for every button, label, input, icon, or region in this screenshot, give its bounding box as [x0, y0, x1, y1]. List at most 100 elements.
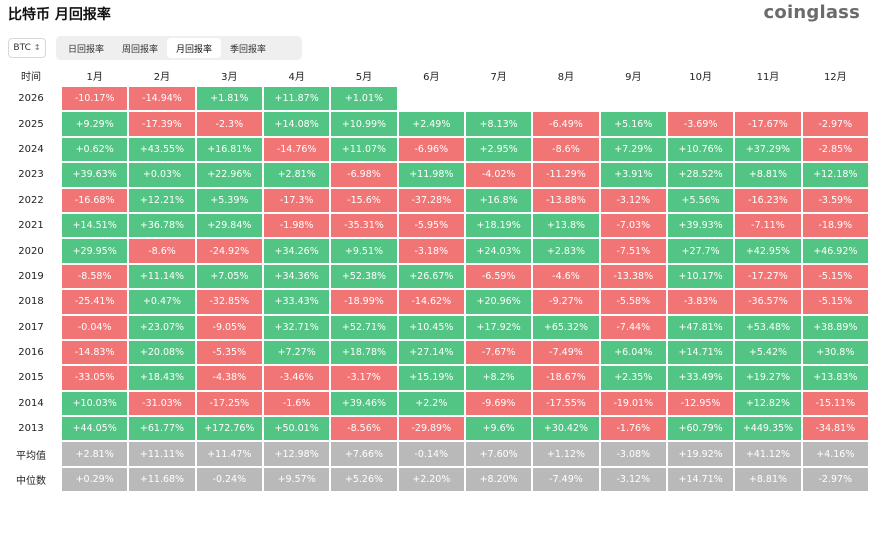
return-cell: +10.17% — [667, 264, 734, 289]
return-cell: -13.88% — [533, 188, 599, 212]
return-cell: +7.29% — [600, 137, 666, 162]
table-row: 2025 +9.29% -17.39% -2.3% +14.08% +10.99% +2.4… — [2, 112, 868, 136]
table-row: 2023 +39.63% +0.03% +22.96% +2.81% -6.98% +11.… — [2, 163, 868, 187]
return-cell: +11.07% — [331, 137, 397, 162]
return-cell: -7.11% — [735, 213, 801, 238]
return-cell: -4.02% — [465, 163, 532, 187]
return-cell — [667, 87, 734, 111]
return-cell — [533, 87, 599, 111]
return-cell: +9.6% — [465, 417, 532, 441]
return-cell: -6.49% — [533, 112, 599, 136]
header-month: 5月 — [331, 65, 397, 85]
return-cell: +60.79% — [667, 417, 734, 441]
period-tabs: 日回报率 周回报率 月回报率 季回报率 — [56, 36, 302, 60]
return-cell: -5.35% — [196, 340, 262, 365]
return-cell: -8.58% — [62, 264, 128, 289]
return-cell: -15.6% — [331, 188, 397, 212]
coin-select[interactable]: BTC ↕ — [8, 38, 46, 58]
return-cell: -18.99% — [331, 290, 397, 314]
return-cell: -7.67% — [465, 340, 532, 365]
summary-cell: -0.24% — [196, 467, 262, 492]
tab-daily-return[interactable]: 日回报率 — [68, 44, 105, 55]
return-cell: +14.51% — [62, 213, 128, 238]
return-cell: +15.19% — [398, 366, 464, 390]
return-cell: +8.2% — [465, 366, 532, 390]
row-year: 2022 — [2, 188, 60, 212]
return-cell: -0.04% — [62, 315, 128, 339]
return-cell: +16.8% — [465, 188, 532, 212]
summary-cell: +1.12% — [533, 442, 599, 466]
return-cell: -3.69% — [667, 112, 734, 136]
return-cell: +8.81% — [735, 163, 801, 187]
coin-select-value: BTC — [13, 43, 31, 53]
summary-label: 平均值 — [2, 442, 60, 466]
return-cell — [465, 87, 532, 111]
return-cell: +18.43% — [129, 366, 195, 390]
header-month: 3月 — [196, 65, 262, 85]
return-cell: +22.96% — [196, 163, 262, 187]
return-cell: +0.47% — [129, 290, 195, 314]
return-cell: +39.46% — [331, 391, 397, 416]
tab-weekly-return[interactable]: 周回报率 — [122, 44, 159, 55]
tab-quarterly-return[interactable]: 季回报率 — [230, 44, 267, 55]
summary-cell: +4.16% — [802, 442, 868, 466]
return-cell: -3.12% — [600, 188, 666, 212]
return-cell: -14.83% — [62, 340, 128, 365]
summary-cell: +41.12% — [735, 442, 801, 466]
return-cell: +12.21% — [129, 188, 195, 212]
return-cell — [600, 87, 666, 111]
table-row: 2017 -0.04% +23.07% -9.05% +32.71% +52.71% +10… — [2, 315, 868, 339]
return-cell: -11.29% — [533, 163, 599, 187]
return-cell: -16.68% — [62, 188, 128, 212]
row-year: 2016 — [2, 340, 60, 365]
return-cell: -3.18% — [398, 239, 464, 263]
header-month: 11月 — [735, 65, 801, 85]
return-cell: -17.67% — [735, 112, 801, 136]
return-cell: -5.58% — [600, 290, 666, 314]
row-year: 2017 — [2, 315, 60, 339]
return-cell: +14.08% — [263, 112, 330, 136]
return-cell: -18.67% — [533, 366, 599, 390]
return-cell: -5.15% — [802, 264, 868, 289]
return-cell: +27.7% — [667, 239, 734, 263]
return-cell: +7.27% — [263, 340, 330, 365]
return-cell: +2.35% — [600, 366, 666, 390]
return-cell: -4.6% — [533, 264, 599, 289]
return-cell: -14.94% — [129, 87, 195, 111]
return-cell: +5.39% — [196, 188, 262, 212]
return-cell: +24.03% — [465, 239, 532, 263]
return-cell: -8.6% — [129, 239, 195, 263]
return-cell: +28.52% — [667, 163, 734, 187]
summary-row: 平均值 +2.81% +11.11% +11.47% +12.98% +7.66% -0.1… — [2, 442, 868, 466]
return-cell: +7.05% — [196, 264, 262, 289]
return-cell: -2.97% — [802, 112, 868, 136]
return-cell: -10.17% — [62, 87, 128, 111]
return-cell: +44.05% — [62, 417, 128, 441]
summary-cell: +9.57% — [263, 467, 330, 492]
chevron-updown-icon: ↕ — [33, 43, 41, 52]
summary-cell: -3.12% — [600, 467, 666, 492]
tab-monthly-return[interactable]: 月回报率 — [167, 38, 222, 58]
return-cell: +34.26% — [263, 239, 330, 263]
summary-cell: +2.20% — [398, 467, 464, 492]
return-cell: +42.95% — [735, 239, 801, 263]
summary-cell: +2.81% — [62, 442, 128, 466]
return-cell: +2.95% — [465, 137, 532, 162]
row-year: 2019 — [2, 264, 60, 289]
return-cell: +30.42% — [533, 417, 599, 441]
return-cell: +172.76% — [196, 417, 262, 441]
header-month: 2月 — [129, 65, 195, 85]
return-cell: -7.49% — [533, 340, 599, 365]
row-year: 2014 — [2, 391, 60, 416]
summary-cell: -3.08% — [600, 442, 666, 466]
return-cell: +5.56% — [667, 188, 734, 212]
return-cell: -6.98% — [331, 163, 397, 187]
row-year: 2021 — [2, 213, 60, 238]
return-cell: +10.99% — [331, 112, 397, 136]
row-year: 2020 — [2, 239, 60, 263]
return-cell: +61.77% — [129, 417, 195, 441]
return-cell: +20.96% — [465, 290, 532, 314]
return-cell: -17.39% — [129, 112, 195, 136]
return-cell: +5.16% — [600, 112, 666, 136]
row-year: 2018 — [2, 290, 60, 314]
